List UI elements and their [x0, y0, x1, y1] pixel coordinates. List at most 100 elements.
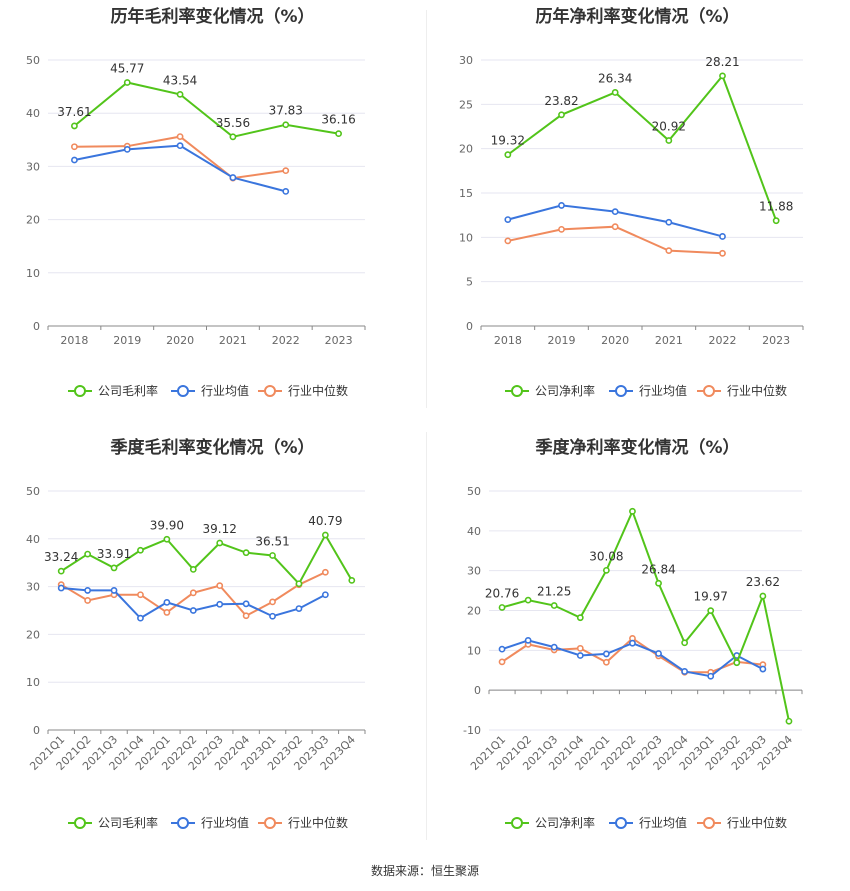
data-point — [110, 564, 118, 572]
data-point — [216, 539, 224, 547]
data-point — [335, 130, 342, 138]
legend-label: 行业均值 — [639, 815, 687, 830]
data-label: 23.62 — [746, 575, 780, 589]
y-tick-label: 10 — [26, 267, 40, 280]
data-point — [348, 576, 356, 584]
data-point — [123, 79, 131, 86]
data-label: 20.76 — [485, 586, 519, 600]
chart-title: 季度毛利率变化情况（%） — [110, 438, 315, 458]
y-tick-label: 40 — [26, 533, 40, 546]
data-point — [602, 658, 610, 666]
data-point — [189, 589, 197, 597]
data-point — [282, 121, 290, 129]
data-point — [681, 639, 689, 647]
x-tick-label: 2021 — [219, 334, 247, 347]
y-tick-label: 0 — [474, 684, 481, 697]
data-label: 33.91 — [97, 547, 131, 561]
data-point — [57, 567, 65, 575]
x-tick-label: 2020 — [166, 334, 194, 347]
x-tick-label: 2023 — [762, 334, 790, 347]
data-point — [681, 668, 689, 675]
y-tick-label: 0 — [466, 320, 473, 333]
y-tick-label: 20 — [26, 628, 40, 641]
y-tick-label: 10 — [459, 231, 473, 244]
chart-svg: 0 10 20 30 40 50 2018 2019 2020 2021 2022 2023 37.61… — [26, 54, 366, 398]
data-point — [665, 137, 673, 144]
data-point — [655, 579, 662, 587]
data-label: 30.08 — [589, 549, 623, 563]
data-label: 23.82 — [544, 94, 578, 108]
x-tick-label: 2023 — [325, 334, 353, 347]
chart-panel-annual-gross: 历年毛利率变化情况（%） 0 10 20 30 40 50 2018 2019 2020 2021… — [0, 0, 425, 420]
data-label: 43.54 — [163, 73, 197, 87]
vertical-divider-top — [426, 10, 427, 408]
x-tick-label: 2022 — [709, 334, 737, 347]
legend-label: 行业中位数 — [288, 383, 348, 398]
data-point — [550, 643, 558, 651]
series-line-0 — [73, 81, 339, 138]
y-tick-label: 40 — [26, 107, 40, 120]
data-point — [498, 645, 506, 653]
data-point — [269, 612, 276, 620]
data-point — [504, 237, 512, 245]
legend-marker — [703, 385, 715, 397]
data-point — [229, 174, 237, 181]
data-label: 35.56 — [216, 116, 250, 130]
legend-label: 公司毛利率 — [98, 815, 158, 830]
series-line-0 — [507, 73, 778, 222]
data-label: 28.21 — [705, 55, 739, 69]
legend-label: 公司毛利率 — [98, 383, 158, 398]
series-line-2 — [507, 225, 723, 255]
legend-marker — [615, 817, 627, 829]
data-point — [611, 208, 619, 216]
data-point — [719, 249, 726, 257]
legend-label: 行业均值 — [639, 383, 687, 398]
data-point — [216, 582, 224, 590]
y-tick-label: 30 — [459, 54, 473, 67]
data-point — [558, 202, 565, 209]
data-label: 45.77 — [110, 62, 144, 76]
y-tick-label: 30 — [467, 565, 481, 578]
data-label: 36.16 — [321, 113, 355, 127]
legend-label: 行业均值 — [201, 383, 249, 398]
vertical-divider-bottom — [426, 432, 427, 840]
data-label: 33.24 — [44, 550, 78, 564]
data-point — [785, 717, 793, 725]
data-label: 40.79 — [308, 514, 342, 528]
data-point — [576, 652, 584, 659]
legend-label: 公司净利率 — [535, 383, 595, 398]
legend-label: 行业中位数 — [727, 383, 787, 398]
legend-marker — [74, 385, 86, 397]
data-point — [269, 552, 276, 559]
chart-title: 历年净利率变化情况（%） — [535, 7, 740, 27]
x-tick-label: 2022 — [272, 334, 300, 347]
data-point — [216, 600, 224, 608]
y-tick-label: 50 — [467, 485, 481, 498]
y-tick-label: 0 — [33, 724, 40, 737]
data-label: 19.32 — [491, 134, 525, 148]
data-point — [163, 609, 171, 616]
legend-marker — [74, 817, 86, 829]
y-tick-label: 15 — [459, 187, 473, 200]
data-point — [629, 507, 636, 515]
y-tick-label: 0 — [33, 320, 40, 333]
chart-panel-quarterly-gross: 季度毛利率变化情况（%） 0 10 20 30 40 50 2021Q1 2021Q2 2021… — [0, 431, 425, 851]
y-tick-label: 20 — [26, 214, 40, 227]
data-point — [71, 143, 78, 151]
y-tick-label: 25 — [459, 98, 473, 111]
data-point — [733, 659, 741, 667]
x-tick-label: 2021 — [655, 334, 683, 347]
data-point — [163, 535, 171, 543]
y-tick-label: -10 — [463, 724, 481, 737]
data-point — [242, 549, 250, 557]
data-point — [707, 607, 715, 615]
y-tick-label: 10 — [467, 644, 481, 657]
y-tick-label: 50 — [26, 485, 40, 498]
data-point — [189, 565, 197, 573]
data-point — [321, 591, 329, 599]
legend-marker — [511, 817, 523, 829]
data-point — [295, 580, 303, 588]
series-line-1 — [74, 144, 287, 193]
data-point — [629, 639, 636, 647]
data-label: 21.25 — [537, 585, 571, 599]
